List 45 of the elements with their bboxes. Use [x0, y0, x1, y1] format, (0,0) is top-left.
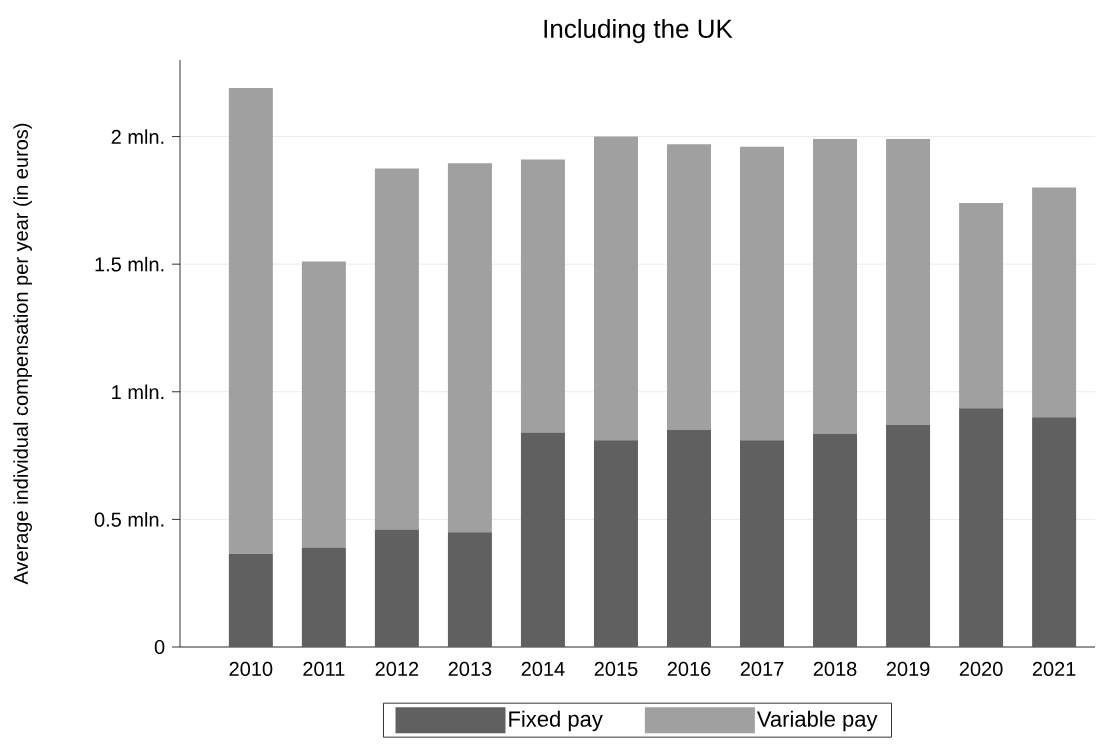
- bar: [447, 532, 492, 647]
- bar: [959, 408, 1004, 647]
- bar: [1032, 187, 1077, 418]
- bar: [228, 88, 273, 554]
- x-tick-label: 2015: [594, 661, 638, 677]
- x-tick-label: 2021: [1032, 661, 1076, 677]
- x-tick-label: 2012: [375, 661, 419, 677]
- bar: [301, 261, 346, 548]
- y-axis-title: Average individual compensation per year (in euros): [13, 123, 32, 585]
- bar: [666, 144, 711, 431]
- bar: [740, 146, 785, 441]
- chart-title: Including the UK: [544, 18, 733, 44]
- bar: [374, 529, 419, 647]
- bar: [959, 202, 1004, 409]
- x-tick-label: 2019: [886, 661, 930, 677]
- bar: [593, 136, 638, 441]
- bar: [740, 440, 785, 647]
- legend-label: Variable pay: [756, 710, 878, 732]
- x-tick-label: 2014: [521, 661, 565, 677]
- bar: [886, 139, 931, 425]
- y-tick-label: 1.5 mln.: [95, 256, 164, 272]
- bar: [1032, 417, 1077, 647]
- x-tick-label: 2016: [667, 661, 711, 677]
- y-tick-label: 0.5 mln.: [94, 512, 164, 527]
- bar: [593, 440, 638, 647]
- y-tick-label: 0: [154, 639, 165, 655]
- x-tick-label: 2018: [813, 661, 857, 677]
- bar: [228, 553, 273, 647]
- legend-label: Fixed pay: [509, 710, 603, 732]
- bar: [813, 139, 858, 434]
- bar: [886, 424, 931, 647]
- bar: [666, 430, 711, 647]
- bar: [301, 547, 346, 647]
- x-tick-label: 2017: [740, 661, 784, 677]
- bar: [813, 433, 858, 647]
- x-tick-label: 2010: [229, 661, 273, 677]
- bar: [520, 159, 565, 433]
- bar: [520, 432, 565, 647]
- x-tick-label: 2011: [303, 661, 345, 677]
- y-tick-label: 1 mln.: [112, 384, 164, 400]
- x-tick-label: 2013: [448, 661, 492, 677]
- bar: [447, 163, 492, 533]
- y-tick-label: 2 mln.: [111, 129, 164, 144]
- x-tick-label: 2020: [959, 661, 1003, 677]
- bar: [374, 168, 419, 530]
